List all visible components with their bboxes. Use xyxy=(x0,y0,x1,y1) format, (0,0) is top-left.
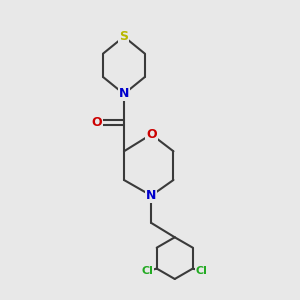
Text: O: O xyxy=(91,116,102,129)
Text: S: S xyxy=(119,30,128,43)
Text: Cl: Cl xyxy=(142,266,154,276)
Text: O: O xyxy=(146,128,157,141)
Text: N: N xyxy=(146,189,157,202)
Text: N: N xyxy=(119,88,129,100)
Text: Cl: Cl xyxy=(196,266,208,276)
